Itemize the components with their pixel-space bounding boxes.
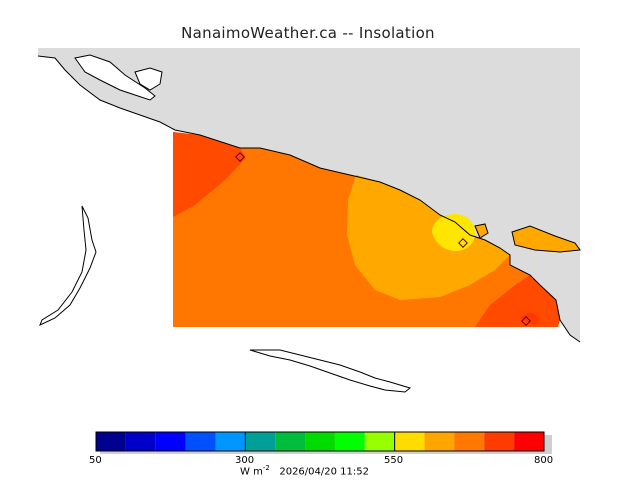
colorbar-swatch xyxy=(155,432,186,451)
land-area xyxy=(38,48,580,342)
colorbar xyxy=(95,431,552,454)
colorbar-swatch xyxy=(245,432,276,451)
colorbar-swatch xyxy=(96,432,126,451)
inlet xyxy=(511,225,581,253)
coastline xyxy=(37,55,581,343)
colorbar-swatch xyxy=(514,432,544,451)
station-marker[interactable] xyxy=(235,152,245,162)
island-north-east xyxy=(134,67,163,91)
units-and-timestamp: W m-2 2026/04/20 11:52 xyxy=(240,464,369,477)
map-title: NanaimoWeather.ca -- Insolation xyxy=(181,24,435,42)
colorbar-swatch xyxy=(275,432,306,451)
colorbar-swatch xyxy=(424,432,455,451)
units-exponent: -2 xyxy=(262,464,270,472)
colorbar-swatch xyxy=(364,432,395,451)
colorbar-swatch xyxy=(125,432,156,451)
colorbar-swatch xyxy=(215,432,246,451)
colorbar-swatch xyxy=(394,432,425,451)
units-label: W m xyxy=(240,466,263,478)
colorbar-tick-label: 800 xyxy=(534,455,554,466)
colorbar-swatch xyxy=(305,432,335,451)
station-marker[interactable] xyxy=(458,238,468,248)
colorbar-tick-label: 300 xyxy=(235,455,255,466)
colorbar-swatch xyxy=(454,432,485,451)
station-marker[interactable] xyxy=(521,316,531,326)
colorbar-tick-label: 550 xyxy=(384,455,404,466)
colorbar-swatch xyxy=(334,432,365,451)
colorbar-swatch xyxy=(185,432,216,451)
insolation-field xyxy=(173,132,560,327)
island-west xyxy=(39,205,97,326)
timestamp: 2026/04/20 11:52 xyxy=(279,466,369,478)
island-north xyxy=(74,54,156,101)
colorbar-tick-label: 50 xyxy=(89,455,102,466)
colorbar-swatch xyxy=(484,432,515,451)
island-south xyxy=(249,349,412,393)
small-island xyxy=(474,223,489,239)
